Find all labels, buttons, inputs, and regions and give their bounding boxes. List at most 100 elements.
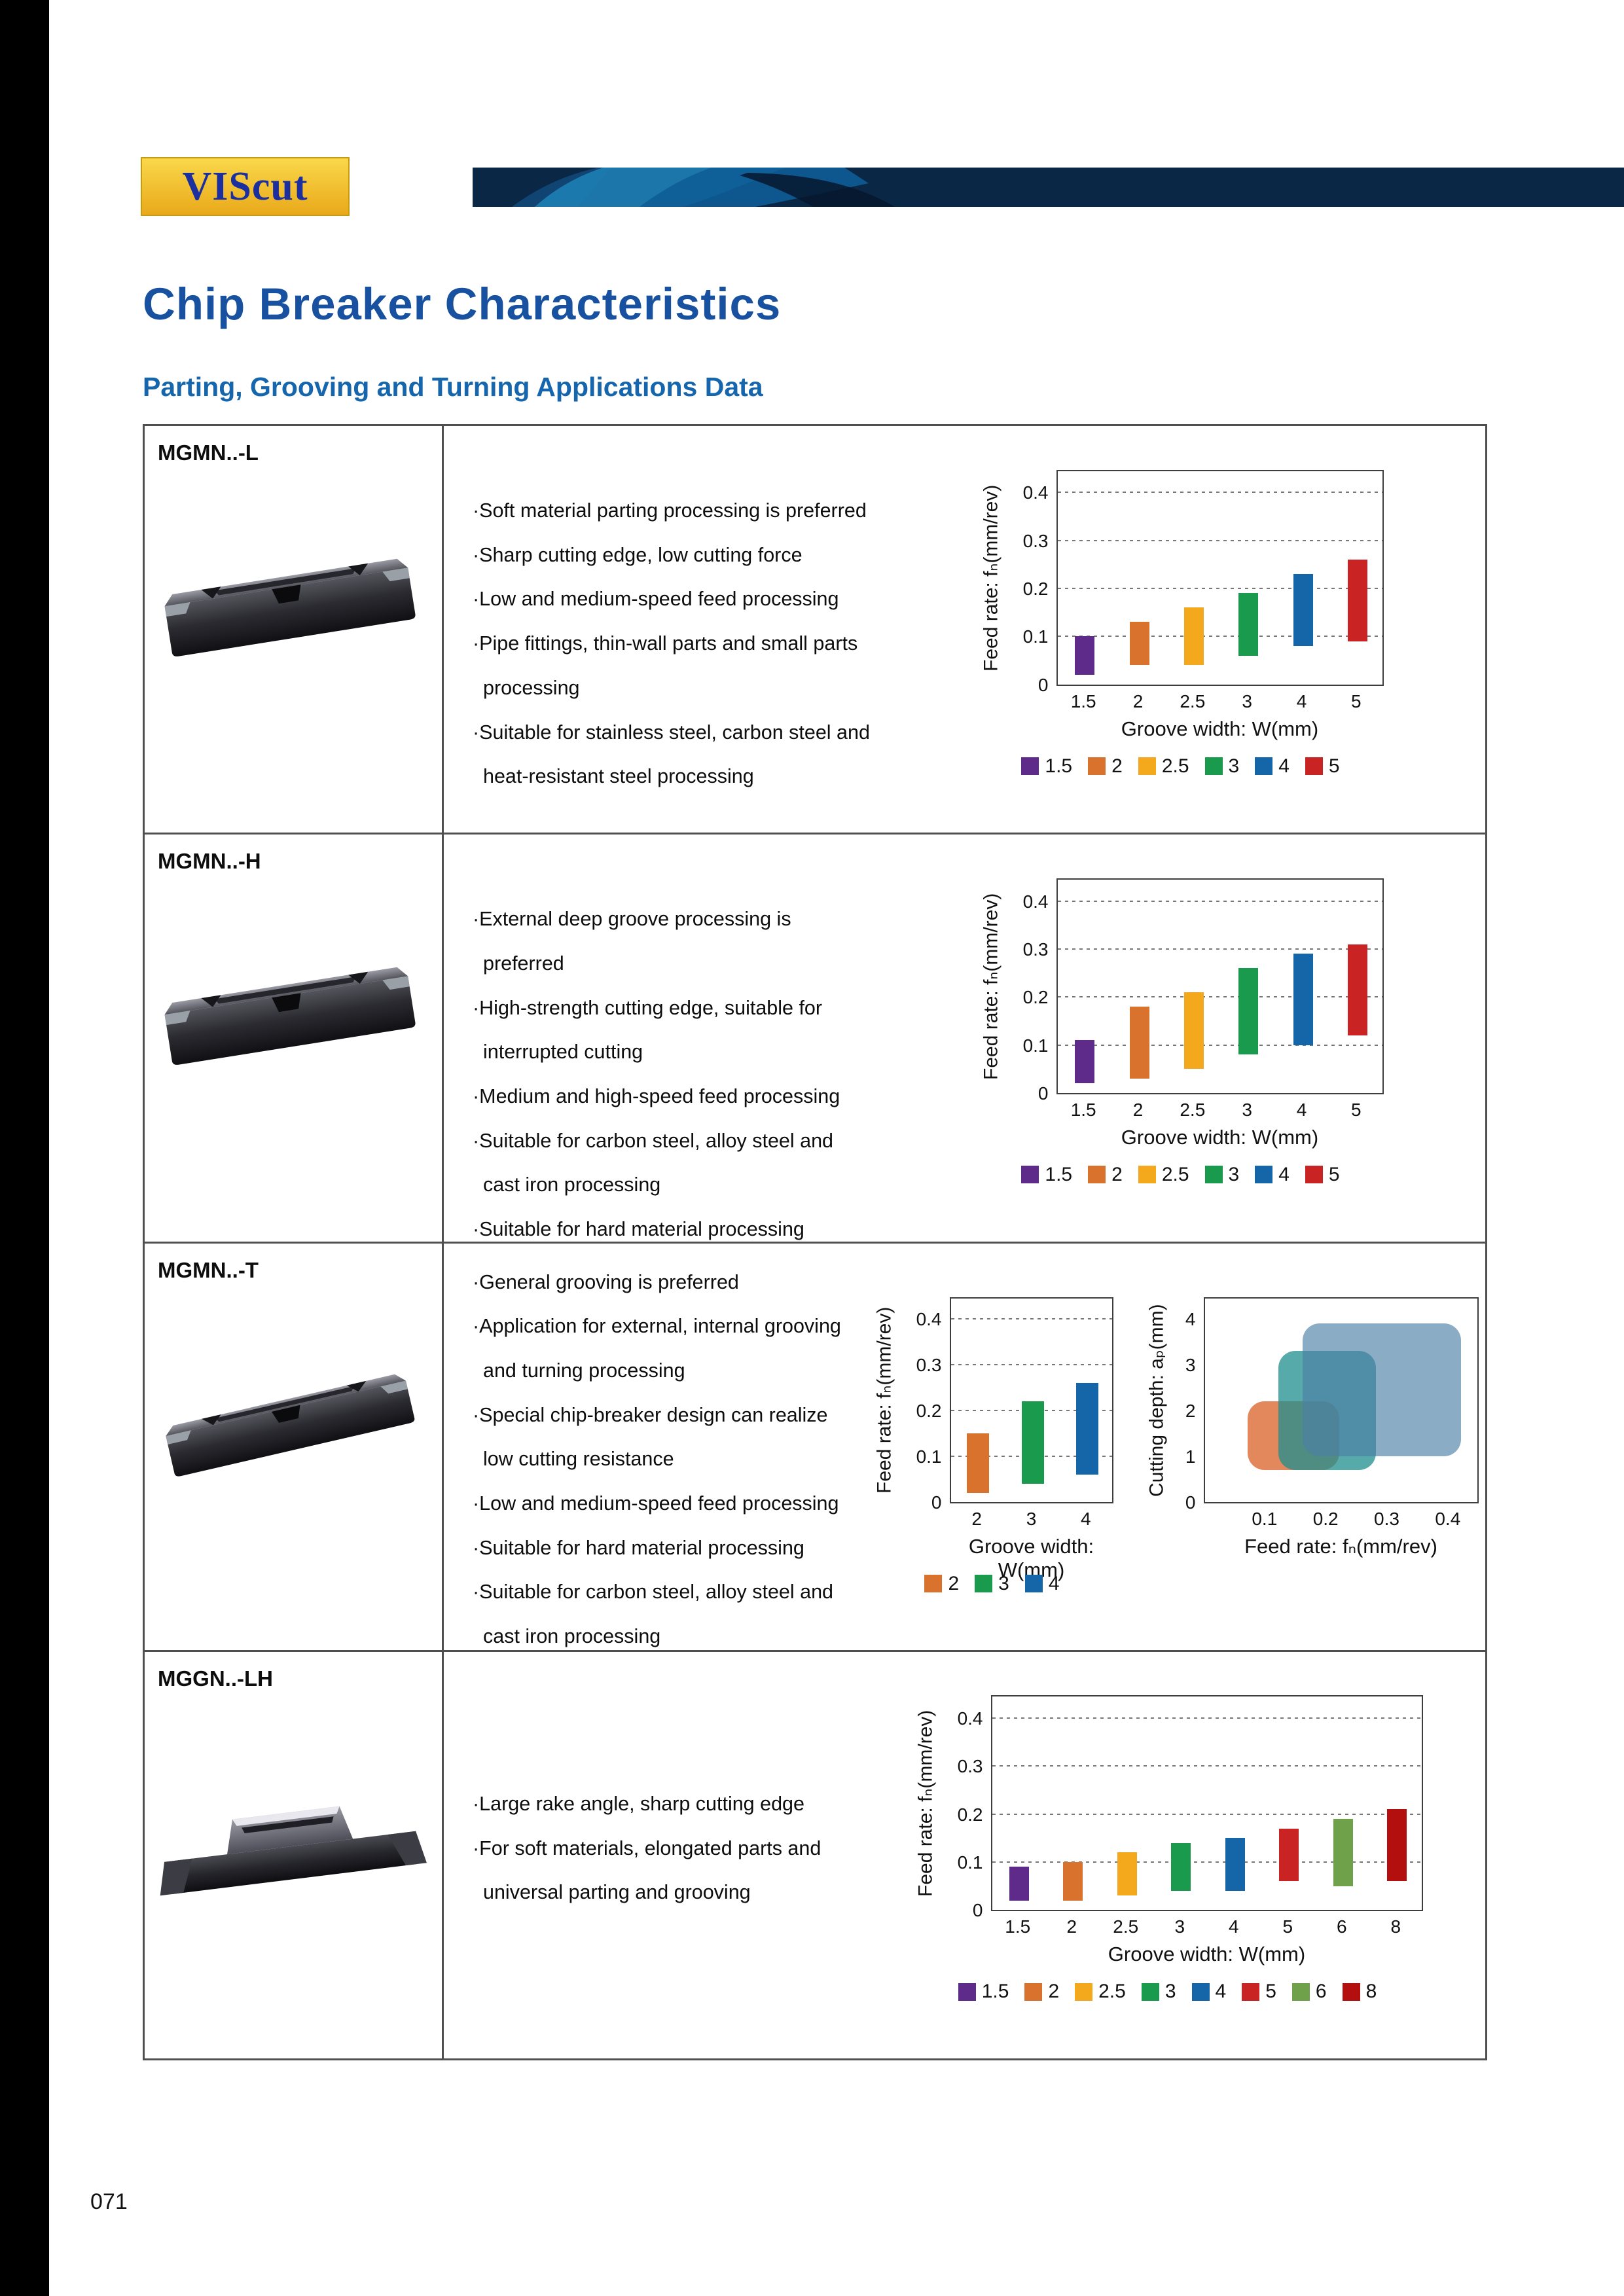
y-tick-label: 3	[1185, 1354, 1196, 1375]
legend-label: 8	[1365, 1981, 1377, 2003]
range-bar	[1009, 1867, 1029, 1901]
range-bar	[1238, 968, 1259, 1055]
legend-item: 2	[924, 1573, 959, 1595]
legend-label: 2.5	[1161, 1163, 1189, 1185]
legend-label: 5	[1328, 1163, 1340, 1185]
x-tick-label: 6	[1336, 1916, 1347, 1937]
y-tick-label: 4	[1185, 1308, 1196, 1329]
legend-item: 1.5	[1021, 755, 1072, 778]
legend-swatch	[924, 1575, 943, 1592]
x-axis-label: Groove width: W(mm)	[968, 1534, 1094, 1581]
feed-rate-chart: Feed rate: fₙ(mm/rev) 0 0.1 0.2 0.3 0.4 1.5 2 2.…	[974, 463, 1388, 796]
data-cell: ·General grooving is preferred ·Applicati…	[444, 1244, 1485, 1650]
plot-area	[1203, 1297, 1479, 1503]
x-tick-label: 2	[1132, 1099, 1144, 1120]
feature-bullets: ·General grooving is preferred ·Applicati…	[444, 1244, 864, 1650]
plot-area	[1056, 878, 1384, 1094]
legend-swatch	[975, 1575, 993, 1592]
gridline	[992, 1813, 1422, 1815]
legend-swatch	[1204, 1166, 1223, 1184]
y-axis-label: Feed rate: fₙ(mm/rev)	[873, 1306, 895, 1494]
x-axis-label: Groove width: W(mm)	[1121, 717, 1319, 740]
page-number: 071	[90, 2189, 128, 2214]
y-tick-label: 0.1	[1022, 1035, 1049, 1056]
bullet-item: ·Soft material parting processing is pre…	[473, 499, 867, 522]
y-tick-label: 0.4	[1022, 482, 1049, 503]
x-tick-label: 4	[1296, 691, 1307, 711]
legend-item: 4	[1191, 1981, 1226, 2003]
gridline	[1057, 636, 1382, 637]
legend-item: 3	[975, 1573, 1009, 1595]
legend-swatch	[1138, 1166, 1156, 1184]
x-tick-label: 1.5	[1070, 691, 1096, 711]
legend-swatch	[1342, 1982, 1360, 2001]
charts-area: Feed rate: fₙ(mm/rev) 0 0.1 0.2 0.3 0.4 1.5 2 2.…	[850, 1652, 1485, 2058]
legend-label: 2	[1111, 755, 1123, 777]
range-bar	[1063, 1862, 1083, 1901]
legend-swatch	[1138, 757, 1156, 776]
range-bar	[1183, 607, 1204, 666]
model-cell: MGMN..-L	[145, 426, 444, 833]
section-subtitle: Parting, Grooving and Turning Applicatio…	[143, 372, 763, 402]
page-title: Chip Breaker Characteristics	[143, 279, 782, 329]
bullet-item: ·Large rake angle, sharp cutting edge	[473, 1792, 804, 1815]
brand-logo: VIScut	[141, 157, 350, 216]
range-bar	[1021, 1401, 1044, 1484]
legend-item: 2.5	[1075, 1981, 1126, 2003]
y-tick-label: 0.1	[916, 1446, 942, 1467]
chart-legend: 1.5 2 2.5 3 4 5	[974, 1164, 1388, 1186]
y-tick-label: 0.1	[957, 1852, 983, 1873]
bullet-item: ·Low and medium-speed feed processing	[473, 588, 839, 611]
legend-item: 8	[1342, 1981, 1377, 2003]
data-cell: ·Soft material parting processing is pre…	[444, 426, 1485, 833]
table-row: MGMN..-L ·Soft material parting processi…	[145, 426, 1485, 833]
parting-insert-image	[149, 933, 430, 1100]
x-tick-label: 5	[1351, 1099, 1362, 1120]
plot-area	[949, 1297, 1113, 1503]
x-tick-label: 1.5	[1070, 1099, 1096, 1120]
legend-swatch	[1088, 1166, 1106, 1184]
legend-item: 6	[1291, 1981, 1327, 2003]
range-bar	[1293, 573, 1313, 646]
gridline	[950, 1363, 1112, 1365]
plot-area	[1056, 469, 1384, 686]
x-axis-label: Groove width: W(mm)	[1121, 1125, 1319, 1149]
legend-item: 4	[1024, 1573, 1060, 1595]
insert-photo	[166, 1374, 415, 1477]
range-bar	[1279, 1828, 1299, 1882]
x-tick-label: 2	[1066, 1916, 1077, 1937]
range-bar	[1238, 593, 1259, 656]
header-banner	[473, 154, 1624, 207]
parting-insert-thin-image	[149, 1342, 430, 1509]
feature-bullets: ·Large rake angle, sharp cutting edge ·Fo…	[444, 1652, 850, 2058]
data-cell: ·External deep groove processing is pref…	[444, 834, 1485, 1241]
legend-item: 4	[1255, 1164, 1290, 1186]
legend-swatch	[1305, 1166, 1323, 1184]
model-cell: MGMN..-H	[145, 834, 444, 1242]
legend-item: 3	[1204, 1164, 1239, 1186]
y-axis-label: Feed rate: fₙ(mm/rev)	[980, 893, 1001, 1080]
legend-label: 2	[1048, 1981, 1060, 2003]
bullet-item: ·Low and medium-speed feed processing	[473, 1492, 839, 1515]
legend-item: 2.5	[1138, 755, 1189, 778]
legend-label: 1.5	[1045, 1163, 1073, 1185]
x-tick-label: 2	[971, 1508, 982, 1529]
page-edge-bar	[0, 0, 49, 2296]
gridline	[992, 1861, 1422, 1863]
grooving-blade-insert-image	[149, 1750, 430, 1917]
range-bar	[1075, 636, 1095, 675]
range-bar	[1129, 1006, 1149, 1079]
legend-swatch	[1255, 757, 1273, 776]
y-tick-label: 0.4	[916, 1308, 942, 1329]
range-bar	[967, 1433, 990, 1493]
y-tick-label: 1	[1185, 1446, 1196, 1467]
chart-legend: 1.5 2 2.5 3 4 5	[974, 755, 1388, 778]
insert-photo	[164, 558, 416, 656]
model-name: MGGN..-LH	[158, 1666, 273, 1691]
parting-insert-image	[149, 524, 430, 691]
charts-area: Feed rate: fₙ(mm/rev) 0 0.1 0.2 0.3 0.4 1.5 2 2.…	[876, 426, 1485, 833]
bullet-item: ·Suitable for hard material processing	[473, 1536, 804, 1559]
legend-swatch	[1024, 1982, 1043, 2001]
range-bar	[1293, 954, 1313, 1045]
